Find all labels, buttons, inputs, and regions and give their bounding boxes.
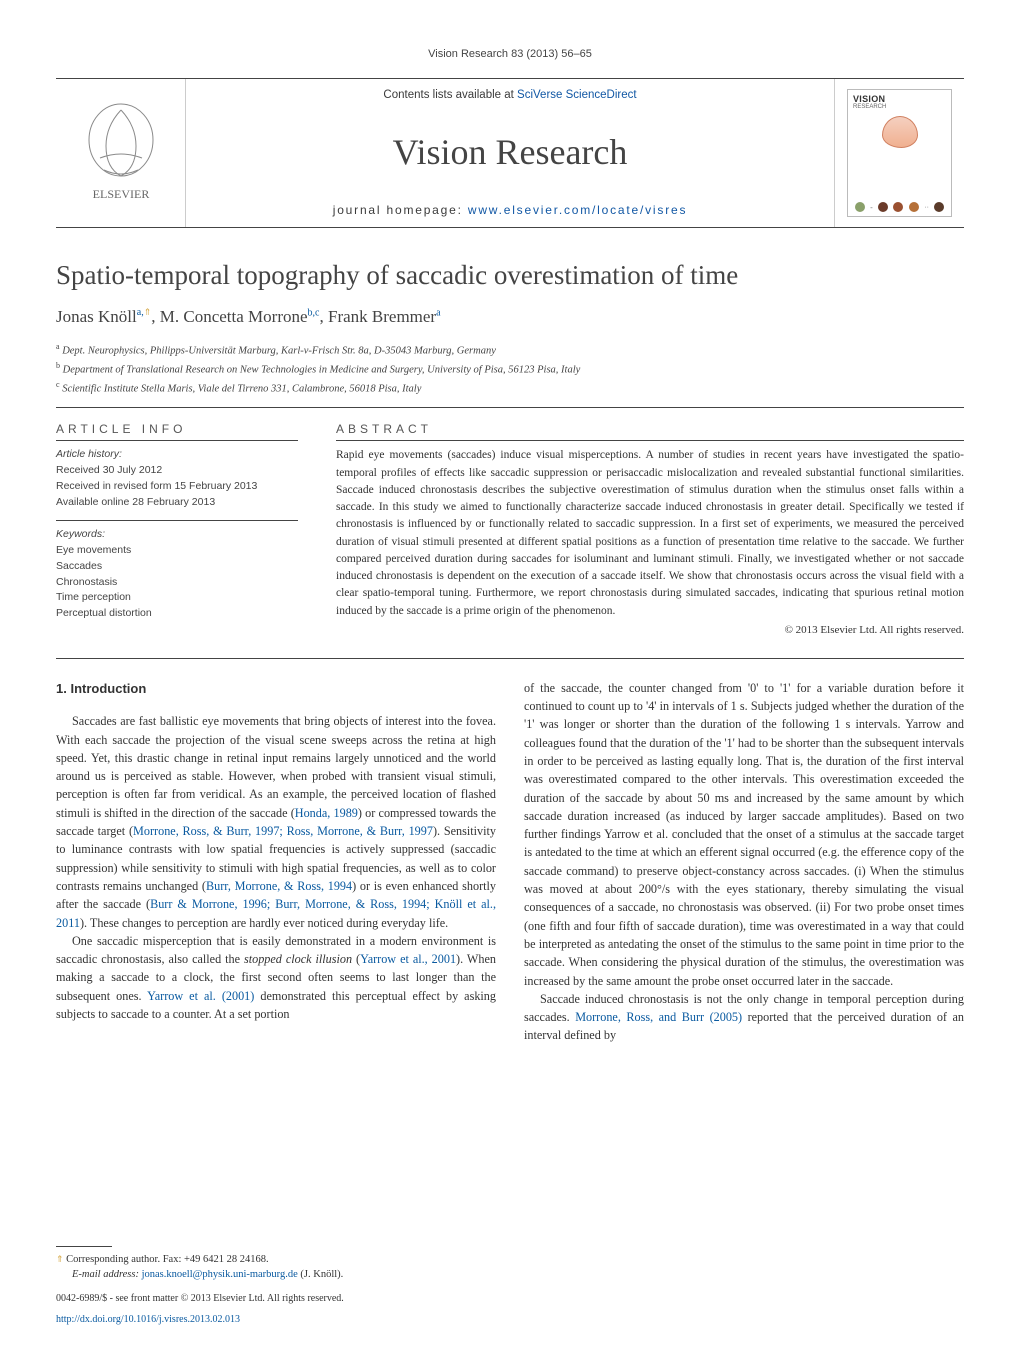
cover-dot-icon bbox=[934, 202, 944, 212]
front-matter-line: 0042-6989/$ - see front matter © 2013 El… bbox=[56, 1293, 476, 1304]
body-col-left: 1. Introduction Saccades are fast ballis… bbox=[56, 679, 496, 1045]
body-text: Saccades are fast ballistic eye movement… bbox=[56, 714, 496, 819]
author-3: , Frank Bremmer bbox=[319, 307, 436, 326]
article-info-col: ARTICLE INFO Article history: Received 3… bbox=[56, 422, 308, 636]
affiliations: a Dept. Neurophysics, Philipps-Universit… bbox=[56, 341, 964, 397]
abstract-text: Rapid eye movements (saccades) induce vi… bbox=[336, 447, 964, 620]
keyword: Time perception bbox=[56, 590, 308, 606]
authors-line: Jonas Knölla,⇑, M. Concetta Morroneb,c, … bbox=[56, 307, 964, 327]
contents-line: Contents lists available at SciVerse Sci… bbox=[204, 89, 816, 101]
full-rule bbox=[56, 658, 964, 659]
history-label: Article history: bbox=[56, 447, 308, 463]
citation-link[interactable]: Morrone, Ross, and Burr (2005) bbox=[575, 1010, 742, 1024]
section-header: 1. Introduction bbox=[56, 679, 496, 699]
body-paragraph: Saccade induced chronostasis is not the … bbox=[524, 990, 964, 1045]
affiliation-c: c Scientific Institute Stella Maris, Via… bbox=[56, 379, 964, 398]
journal-cover: VISION RESEARCH - ·· bbox=[847, 89, 952, 217]
history-block: Article history: Received 30 July 2012 R… bbox=[56, 447, 308, 510]
journal-banner: ELSEVIER Contents lists available at Sci… bbox=[56, 78, 964, 228]
received-date: Received 30 July 2012 bbox=[56, 463, 308, 479]
email-line: E-mail address: jonas.knoell@physik.uni-… bbox=[56, 1267, 476, 1283]
svg-text:ELSEVIER: ELSEVIER bbox=[92, 187, 149, 201]
cover-bottom-row: - ·· bbox=[848, 202, 951, 212]
cover-dash-icon: - bbox=[870, 203, 873, 212]
corresponding-note: ⇑ Corresponding author. Fax: +49 6421 28… bbox=[56, 1252, 476, 1268]
keywords-label: Keywords: bbox=[56, 527, 308, 543]
doi-line: http://dx.doi.org/10.1016/j.visres.2013.… bbox=[56, 1314, 476, 1325]
keywords-block: Keywords: Eye movements Saccades Chronos… bbox=[56, 527, 308, 622]
homepage-line: journal homepage: www.elsevier.com/locat… bbox=[204, 203, 816, 217]
homepage-prefix: journal homepage: bbox=[333, 203, 468, 217]
author-2: , M. Concetta Morrone bbox=[151, 307, 307, 326]
star-icon: ⇑ bbox=[56, 1254, 64, 1264]
revised-date: Received in revised form 15 February 201… bbox=[56, 479, 308, 495]
abstract-col: ABSTRACT Rapid eye movements (saccades) … bbox=[336, 422, 964, 636]
email-label: E-mail address: bbox=[72, 1269, 139, 1280]
body-col-right: of the saccade, the counter changed from… bbox=[524, 679, 964, 1045]
cover-graphic bbox=[882, 116, 918, 148]
affiliation-b-text: Department of Translational Research on … bbox=[63, 364, 581, 375]
article-title: Spatio-temporal topography of saccadic o… bbox=[56, 260, 964, 291]
footer-block: ⇑ Corresponding author. Fax: +49 6421 28… bbox=[56, 1246, 476, 1326]
author-1-affil[interactable]: a, bbox=[137, 307, 144, 318]
affiliation-c-text: Scientific Institute Stella Maris, Viale… bbox=[62, 383, 421, 394]
corresponding-text: Corresponding author. Fax: +49 6421 28 2… bbox=[66, 1254, 269, 1265]
author-1: Jonas Knöll bbox=[56, 307, 137, 326]
citation-link[interactable]: Morrone, Ross, & Burr, 1997; Ross, Morro… bbox=[133, 824, 433, 838]
body-italic: stopped clock illusion bbox=[244, 952, 352, 966]
citation-link[interactable]: Yarrow et al. (2001) bbox=[147, 989, 254, 1003]
body-text: ( bbox=[352, 952, 360, 966]
keyword: Saccades bbox=[56, 559, 308, 575]
info-rule bbox=[56, 520, 298, 521]
cover-title: VISION bbox=[848, 90, 951, 104]
keyword: Perceptual distortion bbox=[56, 606, 308, 622]
footnote-rule bbox=[56, 1246, 112, 1247]
info-abstract-row: ARTICLE INFO Article history: Received 3… bbox=[56, 422, 964, 636]
keyword: Chronostasis bbox=[56, 575, 308, 591]
cover-dot-icon bbox=[855, 202, 865, 212]
journal-cover-cell: VISION RESEARCH - ·· bbox=[834, 79, 964, 227]
publisher-logo-cell: ELSEVIER bbox=[56, 79, 186, 227]
divider bbox=[56, 407, 964, 408]
author-3-affil[interactable]: a bbox=[436, 307, 440, 318]
online-date: Available online 28 February 2013 bbox=[56, 495, 308, 511]
cover-dots-icon: ·· bbox=[924, 204, 929, 211]
citation-link[interactable]: Yarrow et al., 2001 bbox=[360, 952, 456, 966]
cover-dot-icon bbox=[893, 202, 903, 212]
info-rule bbox=[56, 440, 298, 441]
affiliation-a-text: Dept. Neurophysics, Philipps-Universität… bbox=[62, 346, 496, 357]
affiliation-a: a Dept. Neurophysics, Philipps-Universit… bbox=[56, 341, 964, 360]
body-paragraph: One saccadic misperception that is easil… bbox=[56, 932, 496, 1023]
affiliation-b: b Department of Translational Research o… bbox=[56, 360, 964, 379]
cover-dot-icon bbox=[909, 202, 919, 212]
abstract-copyright: © 2013 Elsevier Ltd. All rights reserved… bbox=[336, 624, 964, 636]
citation-link[interactable]: Burr, Morrone, & Ross, 1994 bbox=[206, 879, 352, 893]
email-link[interactable]: jonas.knoell@physik.uni-marburg.de bbox=[142, 1269, 298, 1280]
journal-name: Vision Research bbox=[204, 131, 816, 173]
contents-prefix: Contents lists available at bbox=[383, 89, 517, 101]
banner-middle: Contents lists available at SciVerse Sci… bbox=[186, 79, 834, 227]
keyword: Eye movements bbox=[56, 543, 308, 559]
citation-link[interactable]: Honda, 1989 bbox=[295, 806, 358, 820]
article-info-header: ARTICLE INFO bbox=[56, 422, 308, 436]
elsevier-logo: ELSEVIER bbox=[76, 98, 166, 208]
cover-subtitle: RESEARCH bbox=[848, 104, 951, 110]
body-paragraph: Saccades are fast ballistic eye movement… bbox=[56, 712, 496, 932]
body-columns: 1. Introduction Saccades are fast ballis… bbox=[56, 679, 964, 1045]
author-2-affil[interactable]: b,c bbox=[308, 307, 320, 318]
homepage-link[interactable]: www.elsevier.com/locate/visres bbox=[468, 203, 687, 217]
doi-link[interactable]: http://dx.doi.org/10.1016/j.visres.2013.… bbox=[56, 1314, 240, 1325]
email-suffix: (J. Knöll). bbox=[300, 1269, 343, 1280]
body-text: ). These changes to perception are hardl… bbox=[80, 916, 448, 930]
cover-dot-icon bbox=[878, 202, 888, 212]
info-rule bbox=[336, 440, 964, 441]
abstract-header: ABSTRACT bbox=[336, 422, 964, 436]
header-citation: Vision Research 83 (2013) 56–65 bbox=[56, 48, 964, 60]
scidirect-link[interactable]: SciVerse ScienceDirect bbox=[517, 89, 637, 101]
body-paragraph: of the saccade, the counter changed from… bbox=[524, 679, 964, 990]
